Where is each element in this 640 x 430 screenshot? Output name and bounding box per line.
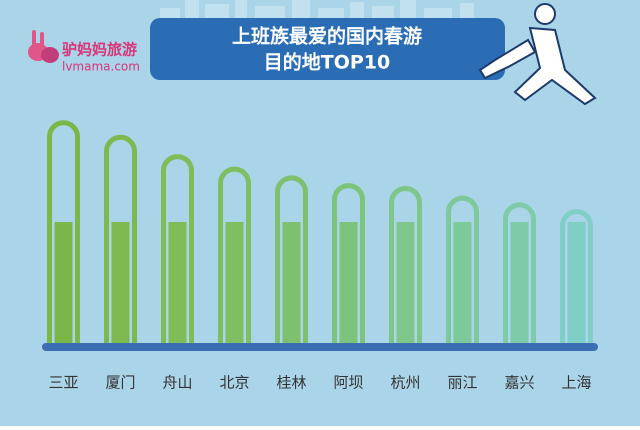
x-tick-label: 嘉兴	[504, 374, 534, 392]
inner-fill	[111, 222, 130, 347]
baseline	[42, 343, 598, 351]
bar	[560, 209, 593, 347]
bar	[446, 195, 479, 347]
chart-title: 目的地TOP10	[264, 51, 390, 74]
logo-name: 驴妈妈旅游	[62, 41, 137, 59]
logo-icon	[28, 30, 59, 63]
inner-fill	[339, 222, 358, 347]
bar	[218, 166, 251, 347]
inner-fill	[168, 222, 187, 347]
bar	[47, 120, 80, 347]
inner-fill	[225, 222, 244, 347]
bar	[503, 202, 536, 347]
chart-title: 上班族最爱的国内春游	[232, 25, 422, 48]
x-tick-label: 北京	[219, 374, 249, 392]
x-tick-label: 桂林	[276, 374, 306, 392]
title-box	[150, 18, 505, 80]
bar	[161, 154, 194, 347]
inner-fill	[510, 222, 529, 347]
x-tick-label: 舟山	[162, 374, 192, 392]
x-tick-label: 厦门	[105, 374, 135, 392]
x-tick-label: 三亚	[48, 374, 78, 392]
x-tick-label: 杭州	[390, 374, 420, 392]
inner-fill	[453, 222, 472, 347]
bar	[389, 186, 422, 347]
logo-url: lvmama.com	[62, 60, 140, 74]
inner-fill	[282, 222, 301, 347]
runner	[478, 3, 597, 106]
inner-fill	[567, 222, 586, 347]
x-tick-label: 丽江	[447, 374, 477, 392]
skyline	[160, 0, 474, 20]
bar	[275, 175, 308, 347]
inner-fill	[54, 222, 73, 347]
x-tick-label: 上海	[561, 374, 591, 392]
bar	[104, 134, 137, 347]
bar	[332, 183, 365, 347]
inner-fill	[396, 222, 415, 347]
x-tick-label: 阿坝	[333, 374, 363, 392]
